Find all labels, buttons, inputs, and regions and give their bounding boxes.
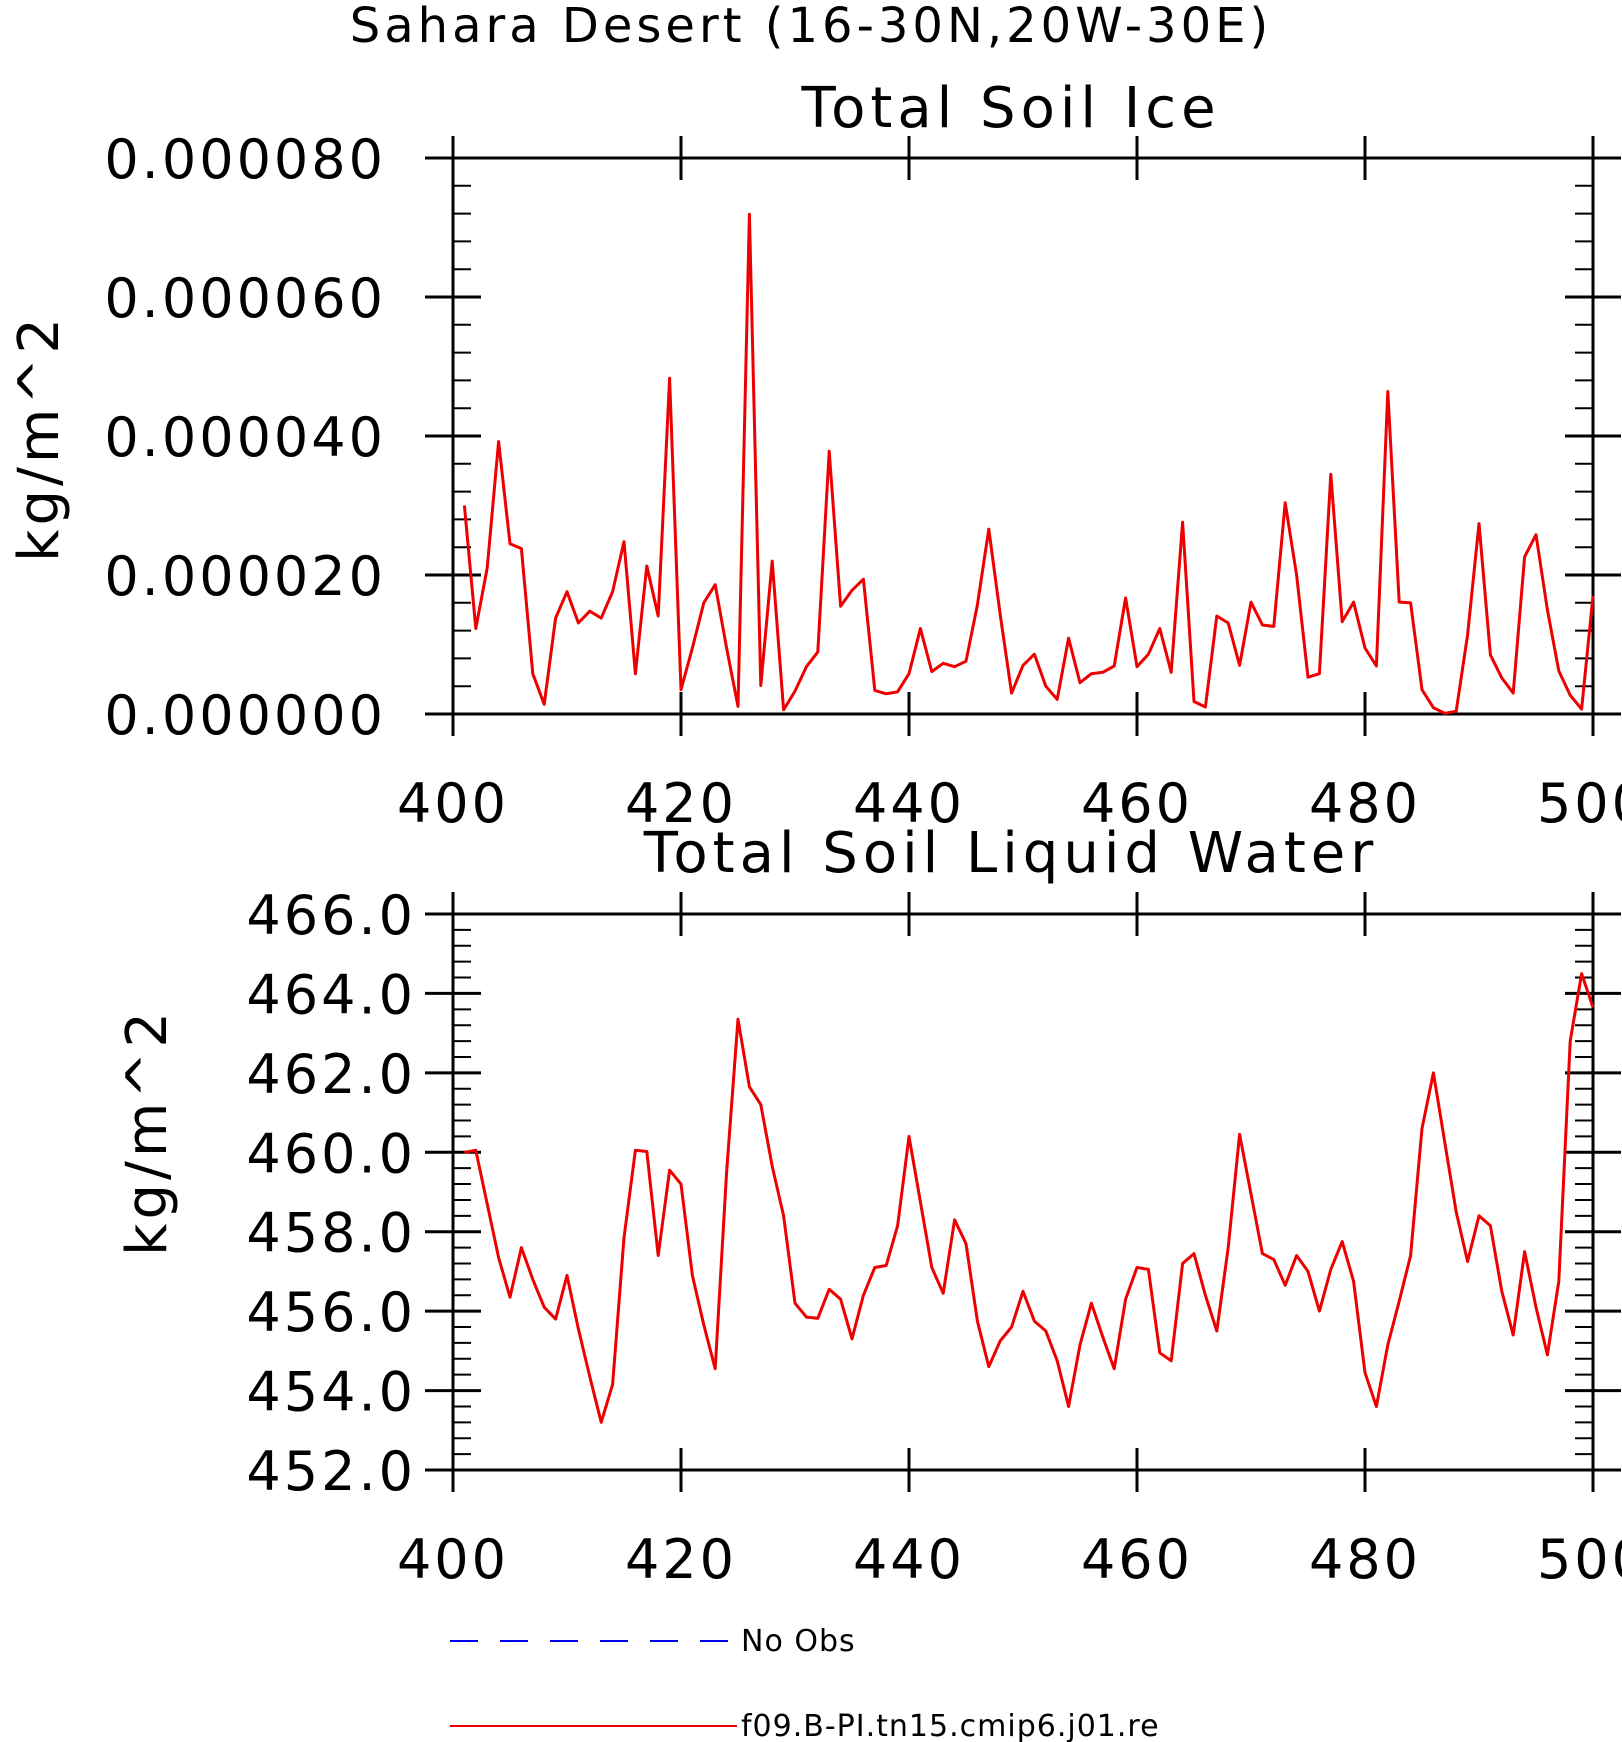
x-tick-label: 400 [397,1528,509,1591]
x-tick-label: 420 [625,1528,737,1591]
legend-item-model: f09.B-PI.tn15.cmip6.j01.re [450,1709,1160,1742]
panel-soil-liquid-water: Total Soil Liquid Water kg/m^2 400 420 440… [115,821,1622,1591]
y-tick-label: 0.000020 [104,545,386,608]
y-tick-label: 0.000040 [104,406,386,469]
y-tick-label: 458.0 [246,1202,416,1265]
x-tick-label: 400 [397,772,509,835]
x-tick-label: 440 [853,772,965,835]
x-tick-label: 460 [1081,1528,1193,1591]
y-tick-label: 466.0 [246,884,416,947]
legend-label: No Obs [741,1624,856,1659]
y-tick-label: 462.0 [246,1043,416,1106]
x-tick-label: 480 [1309,772,1421,835]
x-tick-label: 480 [1309,1528,1421,1591]
y-axis-label: kg/m^2 [115,1008,180,1256]
x-tick-label: 500 [1537,1528,1622,1591]
y-tick-label: 0.000060 [104,267,386,330]
plot-area: 400 420 440 460 480 500 0.000000 0.000020 0.0000… [104,128,1622,835]
plot-frame [451,156,1595,716]
y-axis-label: kg/m^2 [7,314,72,562]
panel-soil-ice: Total Soil Ice kg/m^2 400 420 440 460 480 50 0… [7,76,1622,835]
legend: No Obs f09.B-PI.tn15.cmip6.j01.re [450,1624,1160,1742]
x-tick-label: 460 [1081,772,1193,835]
y-tick-label: 0.000080 [104,128,386,191]
y-tick-label: 464.0 [246,963,416,1026]
x-tick-label: 500 [1537,772,1622,835]
legend-label: f09.B-PI.tn15.cmip6.j01.re [741,1709,1160,1742]
plot-area: 400 420 440 460 480 500 452.0 454.0 456.0 458.0 46… [246,884,1622,1591]
x-tick-label: 420 [625,772,737,835]
y-tick-label: 456.0 [246,1281,416,1344]
y-tick-label: 0.000000 [104,684,386,747]
y-tick-label: 452.0 [246,1440,416,1503]
series-line [464,972,1595,1424]
panel-title: Total Soil Liquid Water [643,821,1379,886]
y-tick-label: 460.0 [246,1122,416,1185]
x-tick-label: 440 [853,1528,965,1591]
panel-title: Total Soil Ice [800,76,1220,141]
series-line [462,212,1595,715]
figure-suptitle: Sahara Desert (16-30N,20W-30E) [350,0,1272,54]
plot-frame [451,912,1595,1472]
legend-item-obs: No Obs [450,1624,856,1659]
y-tick-label: 454.0 [246,1361,416,1424]
